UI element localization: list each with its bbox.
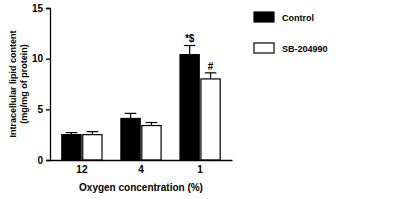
x-axis-line (51, 160, 233, 161)
y-tick: 15 (32, 3, 50, 14)
x-tick-label: 12 (76, 164, 88, 175)
legend-item: SB-204990 (254, 43, 328, 54)
y-tick-label: 15 (32, 3, 44, 14)
y-tick-label: 0 (37, 155, 43, 166)
bar (62, 135, 81, 160)
y-tick: 5 (37, 104, 50, 115)
error-bar (205, 73, 217, 79)
legend-swatch (254, 43, 274, 53)
y-tick: 0 (37, 155, 50, 166)
y-tick-label: 5 (37, 104, 43, 115)
error-bar (146, 123, 158, 126)
error-cap (125, 113, 137, 114)
bar (83, 135, 102, 160)
error-bar (87, 132, 99, 135)
x-tick-label: 1 (197, 164, 203, 175)
y-axis-title: Intracellular lipid content(mg/mg of pro… (8, 30, 29, 137)
annotation: # (208, 61, 214, 72)
y-tick-label: 10 (32, 53, 44, 64)
legend-swatch (254, 12, 274, 22)
error-cap (66, 132, 78, 133)
x-tick: 12 (76, 160, 88, 175)
error-line (189, 45, 190, 54)
y-tick-mark (46, 109, 50, 110)
x-axis: 12 4 1 (51, 160, 233, 175)
legend-label: Control (282, 13, 314, 23)
y-axis-title-line: Intracellular lipid content (8, 30, 18, 137)
bar (142, 126, 161, 160)
error-cap (87, 131, 99, 132)
y-tick-mark (46, 8, 50, 9)
plot: *$ #0 5 10 15 12 4 1 (32, 3, 233, 175)
y-tick: 10 (32, 53, 50, 64)
chart: *$ #0 5 10 15 12 4 1 Oxygen concentration (%) Int… (0, 0, 400, 199)
error-bar (125, 113, 137, 118)
y-axis-line (46, 9, 51, 161)
annotation: *$ (185, 33, 195, 44)
bar (180, 55, 199, 160)
y-axis-title-line: (mg/mg of protein) (19, 44, 29, 124)
y-tick-mark (46, 160, 50, 161)
error-cap (146, 122, 158, 123)
legend-item: Control (254, 12, 314, 23)
bar (121, 118, 140, 160)
y-axis: 0 5 10 15 (32, 3, 51, 166)
error-cap (184, 45, 196, 46)
x-axis-title: Oxygen concentration (%) (79, 182, 203, 193)
x-tick: 4 (138, 160, 144, 175)
x-tick: 1 (197, 160, 203, 175)
error-bar (66, 133, 78, 135)
error-bar (184, 45, 196, 54)
x-tick-label: 4 (138, 164, 144, 175)
bar (201, 79, 220, 160)
legend-label: SB-204990 (282, 44, 328, 54)
error-cap (205, 72, 217, 73)
y-tick-mark (46, 59, 50, 60)
error-line (130, 113, 131, 118)
bars (62, 45, 220, 160)
legend: Control SB-204990 (254, 12, 328, 54)
error-line (210, 73, 211, 79)
